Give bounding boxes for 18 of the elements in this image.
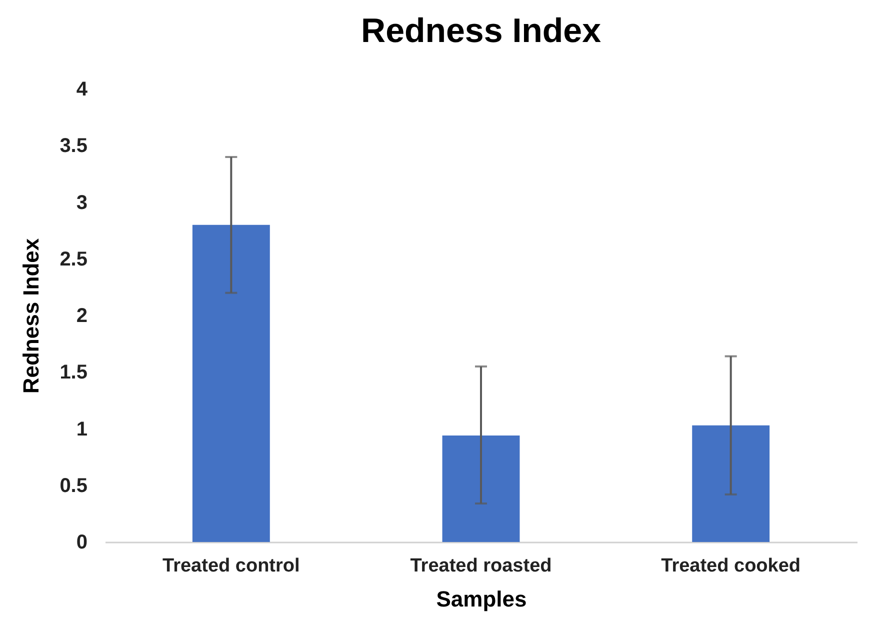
chart-title: Redness Index	[361, 12, 602, 50]
y-tick-label: 1.5	[60, 362, 88, 384]
bar	[442, 436, 520, 542]
y-tick-label: 0.5	[60, 474, 88, 497]
x-axis-title: Samples	[436, 586, 527, 612]
y-tick-label: 3.5	[60, 135, 88, 158]
bar	[692, 425, 770, 542]
y-tick-label: 3	[76, 192, 88, 214]
y-tick-label: 1	[76, 418, 88, 440]
y-tick-label: 2.5	[60, 248, 88, 270]
bar	[192, 224, 270, 542]
x-tick-label: Treated cooked	[661, 556, 801, 576]
y-tick-label: 2	[76, 305, 88, 327]
y-tick-label: 0	[76, 532, 88, 554]
y-tick-label: 4	[76, 78, 88, 100]
x-tick-label: Treated control	[162, 556, 300, 576]
y-axis-title: Redness Index	[18, 238, 44, 394]
x-tick-label: Treated roasted	[410, 556, 552, 576]
